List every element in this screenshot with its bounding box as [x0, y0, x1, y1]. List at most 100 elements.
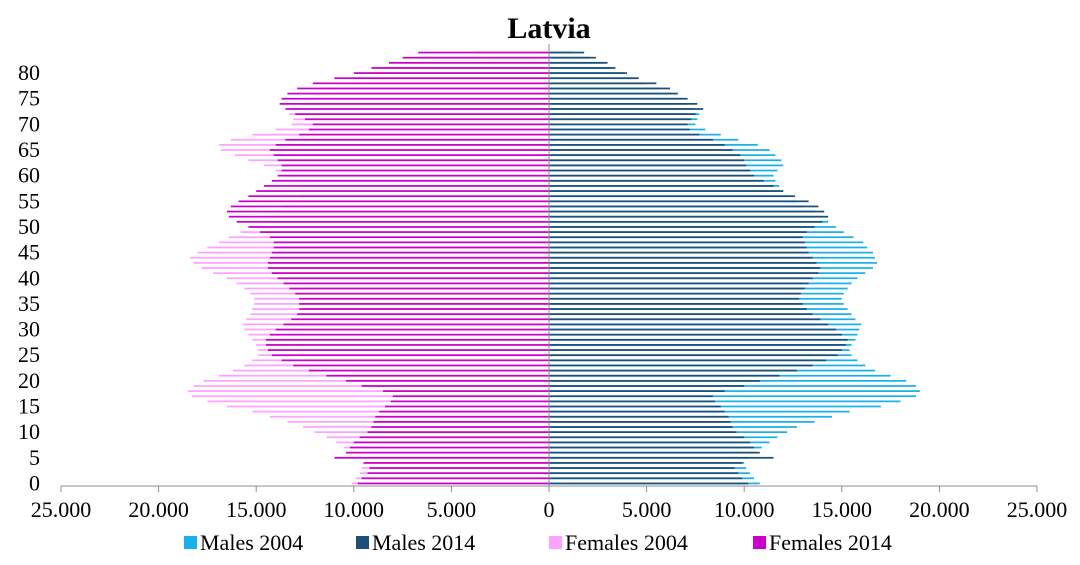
bar-males-2014-age-27: [549, 344, 846, 346]
bar-females-2014-age-46: [273, 246, 549, 249]
y-tick-label: 65: [18, 137, 40, 162]
bar-females-2014-age-31: [283, 323, 549, 326]
y-tick-label: 80: [18, 60, 40, 85]
bar-females-2014-age-74: [279, 102, 549, 105]
x-tick-label: 25.000: [1007, 497, 1068, 522]
y-tick-label: 5: [29, 445, 40, 470]
bar-females-2014-age-14: [379, 410, 549, 413]
bar-males-2014-age-36: [549, 297, 799, 300]
bar-males-2014-age-51: [549, 220, 823, 223]
bar-males-2014-age-63: [549, 159, 745, 162]
bar-males-2014-age-17: [549, 395, 713, 398]
bar-males-2014-age-45: [549, 251, 809, 254]
legend-swatch: [356, 536, 369, 549]
bar-females-2014-age-72: [295, 113, 549, 115]
bar-females-2014-age-29: [269, 333, 549, 336]
bar-females-2014-age-75: [281, 97, 549, 100]
bar-males-2014-age-46: [549, 246, 807, 249]
bar-males-2014-age-49: [549, 231, 807, 233]
bar-males-2014-age-69: [549, 128, 690, 131]
bar-males-2014-age-76: [549, 92, 678, 95]
bar-females-2014-age-58: [264, 185, 549, 187]
bars-layer: [187, 51, 920, 485]
bar-males-2014-age-19: [549, 385, 745, 387]
bar-males-2014-age-11: [549, 426, 733, 428]
bar-females-2014-age-45: [271, 251, 549, 254]
bar-males-2014-age-71: [549, 118, 692, 121]
y-tick-label: 50: [18, 214, 40, 239]
bar-males-2014-age-53: [549, 210, 825, 213]
bar-males-2014-age-77: [549, 87, 671, 90]
bar-females-2014-age-69: [308, 128, 549, 131]
bar-males-2014-age-14: [549, 410, 725, 413]
bar-females-2014-age-73: [285, 108, 549, 110]
bar-females-2014-age-62: [281, 164, 549, 167]
bar-females-2014-age-80: [353, 72, 549, 74]
bar-males-2014-age-72: [549, 113, 696, 115]
bar-males-2014-age-41: [549, 272, 819, 274]
bar-males-2014-age-83: [549, 56, 596, 59]
bar-males-2014-age-35: [549, 303, 803, 305]
bar-males-2014-age-43: [549, 262, 817, 264]
bar-males-2014-age-75: [549, 97, 688, 100]
bar-males-2014-age-23: [549, 364, 813, 367]
bar-females-2014-age-84: [418, 51, 549, 54]
legend-label: Males 2014: [372, 530, 475, 555]
bar-males-2014-age-56: [549, 195, 795, 198]
bar-females-2014-age-19: [361, 385, 549, 387]
bar-females-2014-age-67: [285, 138, 549, 141]
bar-females-2014-age-20: [345, 379, 549, 382]
bar-females-2014-age-22: [308, 369, 549, 372]
axes-layer: 25.000 20.000 15.000 10.000 5.000 0 5.000 10.00…: [18, 44, 1067, 522]
bar-females-2014-age-52: [228, 215, 549, 218]
bar-males-2014-age-64: [549, 154, 741, 157]
bar-females-2014-age-5: [334, 456, 549, 459]
bar-males-2014-age-5: [549, 456, 774, 459]
bar-females-2014-age-42: [267, 267, 549, 269]
bar-females-2014-age-51: [236, 220, 549, 223]
bar-females-2014-age-1: [361, 477, 549, 480]
bar-females-2014-age-35: [299, 303, 549, 305]
x-tick-label: 15.000: [226, 497, 287, 522]
y-tick-label: 35: [18, 291, 40, 316]
bar-males-2014-age-32: [549, 318, 821, 321]
bar-males-2014-age-67: [549, 138, 713, 141]
x-tick-label: 25.000: [31, 497, 92, 522]
legend-swatch: [184, 536, 197, 549]
bar-females-2014-age-59: [271, 179, 549, 182]
bar-females-2014-age-24: [281, 359, 549, 362]
bar-males-2004-age-17: [549, 395, 916, 398]
y-tick-label: 45: [18, 240, 40, 265]
y-tick-label: 55: [18, 188, 40, 213]
bar-males-2014-age-10: [549, 431, 737, 434]
bar-males-2014-age-12: [549, 421, 731, 423]
legend-label: Females 2014: [769, 530, 892, 555]
bar-females-2014-age-13: [375, 415, 549, 418]
bar-males-2004-age-16: [549, 400, 901, 403]
bar-males-2014-age-24: [549, 359, 827, 362]
x-tick-label: 20.000: [128, 497, 189, 522]
bar-males-2014-age-73: [549, 108, 704, 110]
bar-males-2014-age-34: [549, 308, 807, 310]
bar-females-2014-age-44: [269, 256, 549, 259]
bar-females-2014-age-37: [295, 292, 549, 295]
bar-females-2014-age-33: [297, 313, 549, 316]
bar-females-2014-age-82: [388, 61, 549, 64]
bar-males-2014-age-3: [549, 467, 735, 469]
bar-females-2014-age-2: [367, 472, 549, 475]
bar-females-2004-age-17: [191, 395, 549, 398]
bar-males-2014-age-38: [549, 287, 805, 290]
bar-males-2014-age-30: [549, 328, 836, 331]
bar-males-2014-age-80: [549, 72, 628, 74]
chart-title: Latvia: [507, 12, 590, 45]
legend-swatch: [549, 536, 562, 549]
bar-males-2014-age-84: [549, 51, 585, 54]
bar-males-2014-age-0: [549, 482, 749, 485]
bar-males-2014-age-54: [549, 205, 819, 208]
bar-females-2014-age-26: [267, 349, 549, 351]
legend-label: Males 2004: [200, 530, 303, 555]
bar-females-2014-age-12: [373, 421, 549, 423]
bar-females-2014-age-34: [299, 308, 549, 310]
bar-males-2014-age-68: [549, 133, 700, 136]
bar-females-2014-age-8: [353, 441, 549, 444]
